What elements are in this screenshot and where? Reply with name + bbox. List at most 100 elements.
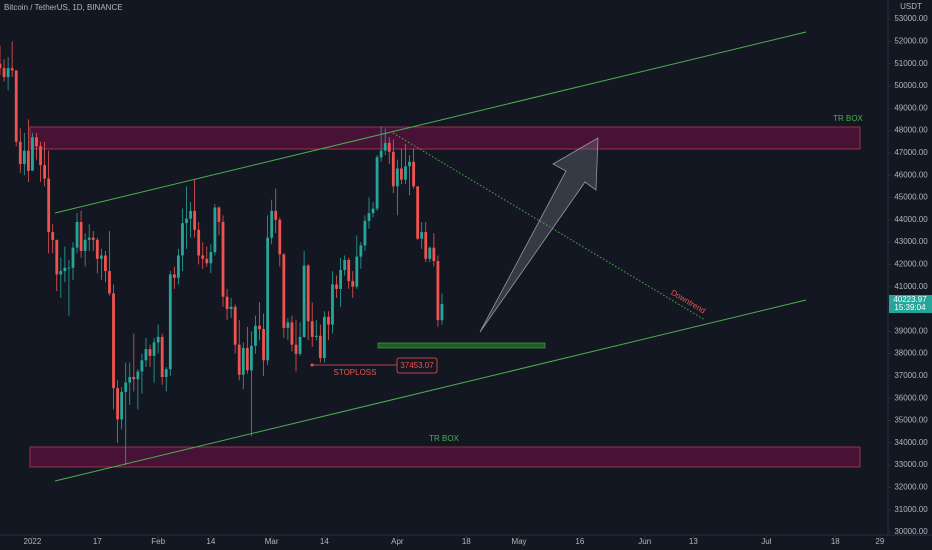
candle-body: [306, 265, 310, 322]
y-tick-label: 30000.00: [894, 527, 928, 536]
candle-body: [432, 247, 436, 262]
channel-upper: [54, 31, 807, 214]
candle-body: [43, 165, 47, 179]
candle-body: [51, 232, 55, 240]
candle-body: [335, 284, 338, 289]
candle-body: [282, 254, 286, 328]
candle-body: [31, 137, 34, 171]
candle-body: [290, 322, 294, 345]
y-tick-label: 52000.00: [894, 36, 928, 45]
candle-body: [35, 137, 38, 147]
support-zone: [377, 342, 546, 349]
candle-body: [355, 256, 359, 287]
candle-body: [18, 141, 22, 165]
x-tick-label: 2022: [24, 537, 42, 546]
resistance-box: [29, 126, 861, 150]
y-tick-label: 43000.00: [894, 237, 928, 246]
y-tick-label: 53000.00: [894, 14, 928, 23]
x-tick-label: 16: [575, 537, 584, 546]
candle-body: [395, 168, 399, 187]
candle-body: [391, 151, 395, 187]
candle-body: [140, 360, 144, 372]
candle-body: [314, 335, 318, 337]
candle-body: [6, 68, 10, 78]
channel-lower: [54, 299, 807, 482]
x-tick-label: 14: [320, 537, 329, 546]
y-tick-label: 34000.00: [894, 438, 928, 447]
candle-body: [351, 281, 355, 287]
annotation: TR BOX: [833, 114, 863, 123]
chart-title: Bitcoin / TetherUS, 1D, BINANCE: [4, 3, 123, 12]
x-tick-label: Feb: [151, 537, 165, 546]
currency: USDT: [900, 2, 922, 11]
annotation: TR BOX: [429, 434, 459, 443]
y-tick-label: 45000.00: [894, 193, 928, 202]
candle-body: [339, 269, 343, 289]
y-tick-label: 37000.00: [894, 371, 928, 380]
candle-body: [262, 329, 265, 361]
y-tick-label: 49000.00: [894, 103, 928, 112]
candle-body: [400, 168, 403, 180]
x-tick-label: 18: [831, 537, 840, 546]
candle-body: [55, 239, 59, 275]
candle-body: [205, 258, 209, 264]
y-tick-label: 36000.00: [894, 393, 928, 402]
candle-body: [63, 267, 67, 272]
candle-body: [347, 259, 351, 282]
y-tick-label: 44000.00: [894, 215, 928, 224]
candle-body: [79, 222, 83, 252]
candle-body: [379, 150, 383, 158]
candle-body: [168, 274, 172, 370]
y-tick-label: 38000.00: [894, 349, 928, 358]
candle-body: [201, 255, 205, 259]
y-tick-label: 51000.00: [894, 59, 928, 68]
candle-body: [83, 239, 87, 252]
candle-body: [294, 344, 298, 354]
candle-body: [254, 325, 257, 346]
candle-body: [128, 377, 132, 383]
candle-body: [10, 68, 14, 71]
candle-body: [367, 213, 371, 221]
x-tick-label: May: [511, 537, 526, 546]
candle-body: [387, 142, 391, 152]
candle-body: [241, 348, 245, 375]
candle-body: [172, 274, 176, 278]
y-tick-label: 31000.00: [894, 505, 928, 514]
candle-body: [327, 316, 330, 325]
y-tick-label: 50000.00: [894, 81, 928, 90]
candle-body: [181, 223, 184, 256]
candle-body: [67, 267, 71, 269]
last-price-tag: [889, 294, 932, 313]
x-tick-label: 29: [875, 537, 884, 546]
countdown: 15:39:04: [894, 303, 926, 312]
y-tick-label: 42000.00: [894, 259, 928, 268]
x-tick-label: 18: [462, 537, 471, 546]
candle-body: [213, 207, 217, 253]
candle-body: [152, 342, 156, 356]
candle-body: [363, 220, 367, 246]
last-price: 40223.97: [893, 295, 927, 304]
candle-body: [266, 237, 270, 361]
y-tick-label: 33000.00: [894, 460, 928, 469]
candle-body: [343, 259, 347, 270]
candle-body: [193, 210, 197, 230]
x-tick-label: Jun: [638, 537, 651, 546]
annotation: STOPLOSS: [334, 368, 377, 377]
candle-body: [189, 210, 192, 219]
candle-body: [136, 371, 140, 380]
candle-body: [156, 336, 160, 343]
candle-body: [278, 219, 282, 255]
candle-body: [286, 322, 290, 328]
candle-body: [99, 255, 103, 259]
y-tick-label: 46000.00: [894, 170, 928, 179]
candle-body: [124, 382, 128, 392]
candle-body: [14, 70, 18, 142]
candle-body: [22, 150, 26, 165]
annotation: 37453.07: [400, 361, 434, 370]
candle-body: [116, 388, 119, 420]
candle-body: [185, 218, 188, 224]
candle-body: [331, 284, 334, 325]
candle-body: [245, 348, 249, 371]
